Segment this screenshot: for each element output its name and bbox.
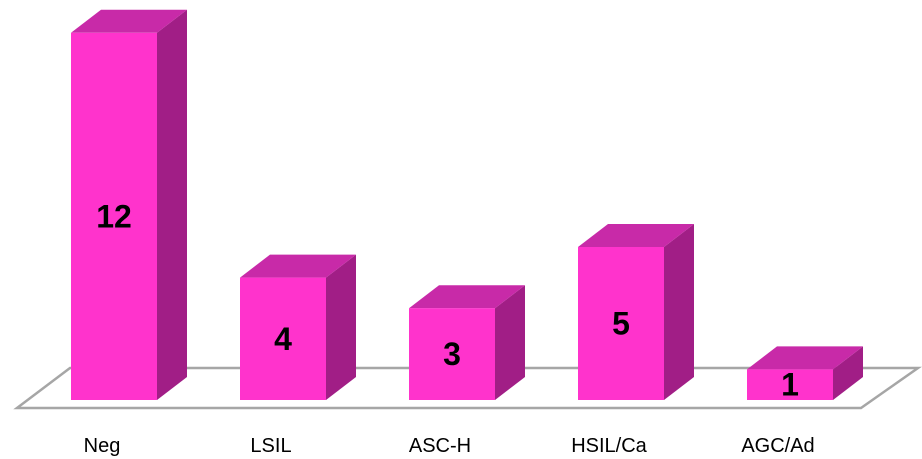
data-label: 3 (443, 336, 461, 372)
bar-hsil-ca: 5 (578, 224, 694, 400)
data-label: 12 (96, 198, 132, 234)
bar-top-face (747, 346, 863, 370)
x-tick-label: ASC-H (409, 435, 471, 457)
bar-side-face (664, 224, 694, 400)
x-tick-label: AGC/Ad (741, 435, 814, 457)
bar-neg: 12 (71, 9, 187, 401)
bar-front-face (747, 369, 833, 400)
bar-asc-h: 3 (409, 285, 525, 400)
x-tick-label: HSIL/Ca (571, 435, 647, 457)
bar-top-face (409, 285, 525, 309)
data-label: 4 (274, 321, 292, 357)
x-tick-label: LSIL (250, 435, 291, 457)
bar-lsil: 4 (240, 254, 356, 400)
x-tick-label: Neg (84, 435, 121, 457)
bar-agc-ad: 1 (747, 346, 863, 403)
bar-top-face (71, 9, 187, 33)
bar-top-face (240, 254, 356, 278)
data-label: 1 (781, 367, 799, 403)
bar-front-face (71, 32, 157, 401)
bar-top-face (578, 224, 694, 247)
data-label: 5 (612, 306, 630, 342)
chart-floor (13, 366, 922, 410)
bar-side-face (833, 346, 863, 400)
bar-side-face (495, 285, 525, 400)
bar-front-face (409, 308, 495, 400)
bar-side-face (157, 9, 187, 401)
bar-side-face (326, 254, 356, 400)
bar-front-face (578, 247, 664, 400)
bar-front-face (240, 277, 326, 400)
